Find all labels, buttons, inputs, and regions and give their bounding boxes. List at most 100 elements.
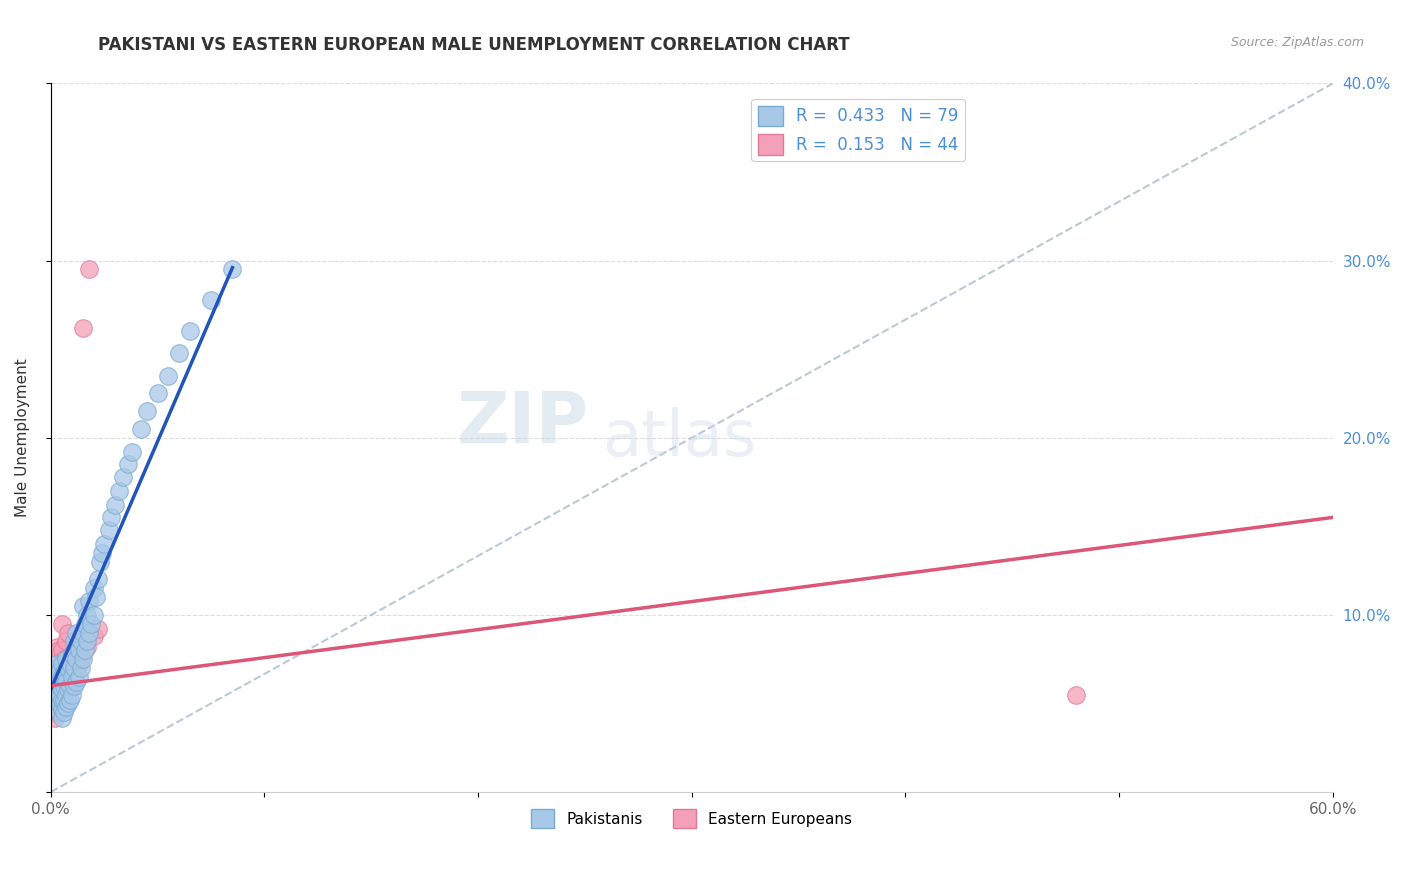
Point xyxy=(65,625,87,640)
Point xyxy=(48,670,70,684)
Point xyxy=(55,700,77,714)
Point xyxy=(42,693,65,707)
Point xyxy=(80,616,103,631)
Point xyxy=(55,675,77,690)
Point xyxy=(121,445,143,459)
Point xyxy=(136,404,159,418)
Point xyxy=(73,643,96,657)
Point xyxy=(55,688,77,702)
Point xyxy=(48,643,70,657)
Point xyxy=(51,702,73,716)
Text: ZIP: ZIP xyxy=(457,389,589,458)
Point xyxy=(48,665,70,679)
Point xyxy=(56,697,79,711)
Point xyxy=(60,670,83,684)
Point xyxy=(46,693,69,707)
Point xyxy=(76,640,98,654)
Point xyxy=(108,483,131,498)
Point xyxy=(104,498,127,512)
Point xyxy=(60,647,83,661)
Point xyxy=(59,679,82,693)
Point xyxy=(51,693,73,707)
Point xyxy=(52,652,75,666)
Point xyxy=(44,682,66,697)
Point xyxy=(97,523,120,537)
Point xyxy=(167,345,190,359)
Point xyxy=(46,705,69,719)
Point xyxy=(52,665,75,679)
Point xyxy=(51,682,73,697)
Point xyxy=(44,675,66,690)
Point xyxy=(69,634,91,648)
Point xyxy=(48,700,70,714)
Point xyxy=(69,652,91,666)
Point xyxy=(87,573,110,587)
Point xyxy=(55,688,77,702)
Point xyxy=(72,652,94,666)
Point xyxy=(55,634,77,648)
Point xyxy=(46,679,69,693)
Point xyxy=(44,710,66,724)
Point xyxy=(52,693,75,707)
Point xyxy=(56,665,79,679)
Point xyxy=(79,262,101,277)
Point xyxy=(48,697,70,711)
Point xyxy=(76,607,98,622)
Point xyxy=(59,679,82,693)
Point xyxy=(63,661,86,675)
Legend: Pakistanis, Eastern Europeans: Pakistanis, Eastern Europeans xyxy=(524,803,859,834)
Point xyxy=(51,697,73,711)
Point xyxy=(1066,688,1088,702)
Point xyxy=(83,629,105,643)
Point xyxy=(46,657,69,672)
Text: Source: ZipAtlas.com: Source: ZipAtlas.com xyxy=(1230,36,1364,49)
Point xyxy=(52,705,75,719)
Point xyxy=(157,368,180,383)
Point xyxy=(48,688,70,702)
Point xyxy=(112,469,135,483)
Point xyxy=(83,607,105,622)
Point xyxy=(46,700,69,714)
Point xyxy=(65,652,87,666)
Point xyxy=(46,691,69,706)
Point xyxy=(67,657,90,672)
Point xyxy=(72,321,94,335)
Point xyxy=(51,657,73,672)
Point xyxy=(221,262,243,277)
Point xyxy=(56,661,79,675)
Point xyxy=(44,665,66,679)
Point xyxy=(51,616,73,631)
Point xyxy=(100,510,122,524)
Point xyxy=(200,293,222,307)
Point xyxy=(60,688,83,702)
Point xyxy=(44,661,66,675)
Point xyxy=(79,625,101,640)
Point xyxy=(179,325,201,339)
Point xyxy=(52,679,75,693)
Y-axis label: Male Unemployment: Male Unemployment xyxy=(15,359,30,517)
Point xyxy=(48,679,70,693)
Point xyxy=(84,590,107,604)
Point xyxy=(56,682,79,697)
Point xyxy=(44,697,66,711)
Point xyxy=(59,693,82,707)
Point xyxy=(51,665,73,679)
Point xyxy=(69,661,91,675)
Point xyxy=(91,546,114,560)
Point xyxy=(59,657,82,672)
Point xyxy=(48,688,70,702)
Point xyxy=(52,693,75,707)
Point xyxy=(89,555,111,569)
Point xyxy=(65,665,87,679)
Point xyxy=(51,643,73,657)
Point xyxy=(83,581,105,595)
Point xyxy=(56,625,79,640)
Point xyxy=(76,634,98,648)
Point xyxy=(42,679,65,693)
Point xyxy=(42,679,65,693)
Point xyxy=(55,652,77,666)
Point xyxy=(51,682,73,697)
Point xyxy=(46,640,69,654)
Text: atlas: atlas xyxy=(602,407,756,468)
Point xyxy=(146,386,169,401)
